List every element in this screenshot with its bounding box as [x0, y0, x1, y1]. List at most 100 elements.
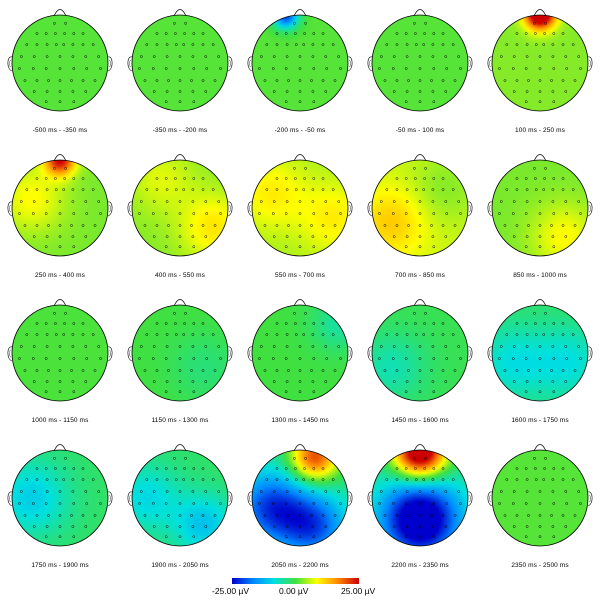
electrode-marker	[23, 224, 27, 227]
electrode-marker	[571, 478, 575, 481]
scalp-map	[247, 444, 353, 547]
electrode-marker	[263, 369, 267, 372]
electrode-marker	[201, 43, 205, 46]
electrode-marker	[191, 380, 195, 383]
ear-inner-outline	[489, 494, 492, 503]
left-ear-outline	[367, 491, 373, 507]
nose-outline	[413, 9, 427, 17]
electrode-marker	[321, 369, 325, 372]
electrode-marker	[58, 357, 62, 360]
electrode-marker	[405, 200, 409, 203]
scalp-map	[127, 9, 233, 112]
electrode-marker	[311, 490, 315, 493]
electrode-marker	[284, 357, 288, 360]
electrode-marker	[441, 478, 445, 481]
electrode-marker	[304, 312, 307, 315]
electrode-marker	[81, 224, 85, 227]
left-ear-outline	[7, 56, 13, 72]
electrode-marker	[275, 32, 279, 35]
electrode-marker	[512, 90, 516, 93]
electrode-marker	[84, 490, 88, 493]
time-window-label: 850 ms - 1000 ms	[513, 272, 567, 279]
electrode-marker	[294, 478, 298, 481]
electrode-marker	[395, 188, 399, 191]
electrode-marker	[47, 369, 50, 372]
electrode-marker	[145, 333, 149, 336]
electrode-marker	[561, 467, 565, 470]
electrode-marker	[444, 525, 448, 528]
electrode-marker	[542, 478, 546, 481]
electrode-marker	[72, 390, 76, 394]
electrode-marker	[515, 478, 519, 481]
ear-inner-outline	[588, 494, 591, 503]
electrode-marker	[201, 333, 205, 336]
electrode-marker	[23, 79, 27, 82]
electrode-marker	[54, 32, 57, 35]
electrode-marker	[550, 369, 553, 372]
electrode-marker	[534, 333, 538, 336]
nose-outline	[53, 444, 67, 452]
electrode-marker	[395, 32, 399, 35]
potential-field	[12, 160, 108, 256]
electrode-marker	[379, 200, 383, 203]
electrode-marker	[259, 200, 263, 203]
electrode-marker	[418, 535, 422, 539]
electrode-marker	[45, 490, 49, 493]
electrode-marker	[525, 333, 529, 336]
electrode-marker	[45, 55, 49, 58]
electrode-marker	[304, 457, 307, 460]
electrode-marker	[451, 43, 455, 46]
electrode-marker	[405, 90, 409, 93]
electrode-marker	[70, 369, 73, 372]
electrode-marker	[85, 502, 89, 505]
electrode-marker	[71, 235, 75, 238]
electrode-marker	[444, 490, 448, 493]
nose-outline	[173, 9, 187, 17]
electrode-marker	[93, 79, 97, 82]
electrode-marker	[191, 333, 195, 336]
electrode-marker	[287, 369, 290, 372]
electrode-marker	[430, 79, 433, 82]
electrode-marker	[294, 177, 297, 180]
electrode-marker	[178, 90, 182, 93]
electrode-marker	[453, 79, 457, 82]
topomap-panel: 1450 ms - 1600 ms	[360, 290, 480, 435]
nose-outline	[413, 299, 427, 307]
electrode-marker	[298, 212, 302, 215]
electrode-marker	[311, 478, 315, 481]
electrode-marker	[165, 188, 169, 191]
electrode-marker	[311, 333, 315, 336]
time-window-label: 250 ms - 400 ms	[35, 272, 85, 279]
electrode-marker	[498, 67, 501, 70]
electrode-marker	[167, 224, 170, 227]
electrode-marker	[155, 514, 159, 517]
electrode-marker	[422, 188, 426, 191]
electrode-marker	[174, 188, 178, 191]
electrode-marker	[527, 369, 530, 372]
electrode-marker	[71, 200, 75, 203]
electrode-marker	[418, 79, 422, 82]
electrode-marker	[285, 43, 289, 46]
electrode-marker	[333, 79, 337, 82]
electrode-marker	[312, 100, 316, 104]
electrode-marker	[191, 55, 195, 58]
electrode-marker	[201, 514, 205, 517]
electrode-marker	[538, 245, 542, 249]
left-ear-outline	[127, 201, 133, 217]
electrode-marker	[44, 67, 48, 70]
electrode-marker	[451, 188, 455, 191]
potential-field	[492, 450, 588, 546]
electrode-marker	[542, 43, 546, 46]
right-ear-outline	[347, 491, 353, 507]
ear-inner-outline	[588, 349, 591, 358]
electrode-marker	[534, 478, 538, 481]
time-window-label: 2350 ms - 2500 ms	[511, 562, 569, 569]
scalp-map	[7, 444, 113, 547]
electrode-marker	[544, 312, 547, 315]
electrode-marker	[324, 90, 328, 93]
electrode-marker	[45, 200, 49, 203]
electrode-marker	[81, 333, 85, 336]
electrode-marker	[152, 235, 156, 238]
electrode-marker	[310, 369, 313, 372]
electrode-marker	[405, 333, 409, 336]
